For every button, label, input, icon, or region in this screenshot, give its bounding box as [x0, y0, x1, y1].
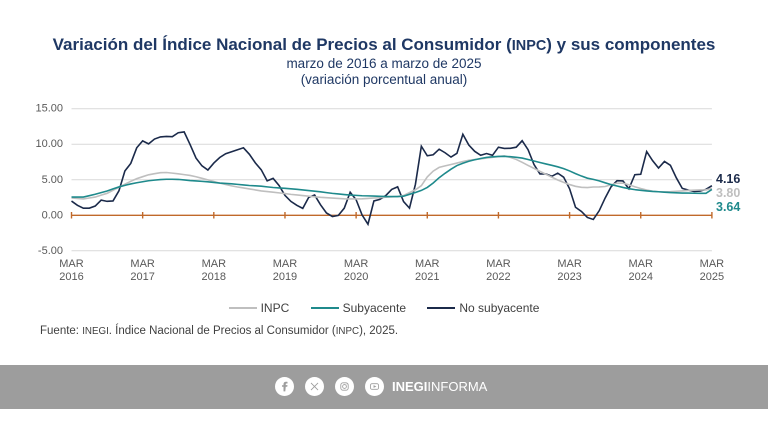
svg-text:-5.00: -5.00 — [38, 245, 63, 257]
svg-text:5.00: 5.00 — [42, 174, 63, 186]
svg-text:10.00: 10.00 — [35, 138, 63, 150]
svg-text:3.80: 3.80 — [716, 186, 740, 200]
svg-text:3.64: 3.64 — [716, 200, 740, 214]
svg-text:4.16: 4.16 — [716, 172, 740, 186]
svg-text:15.00: 15.00 — [35, 103, 63, 115]
svg-text:0.00: 0.00 — [42, 209, 63, 221]
